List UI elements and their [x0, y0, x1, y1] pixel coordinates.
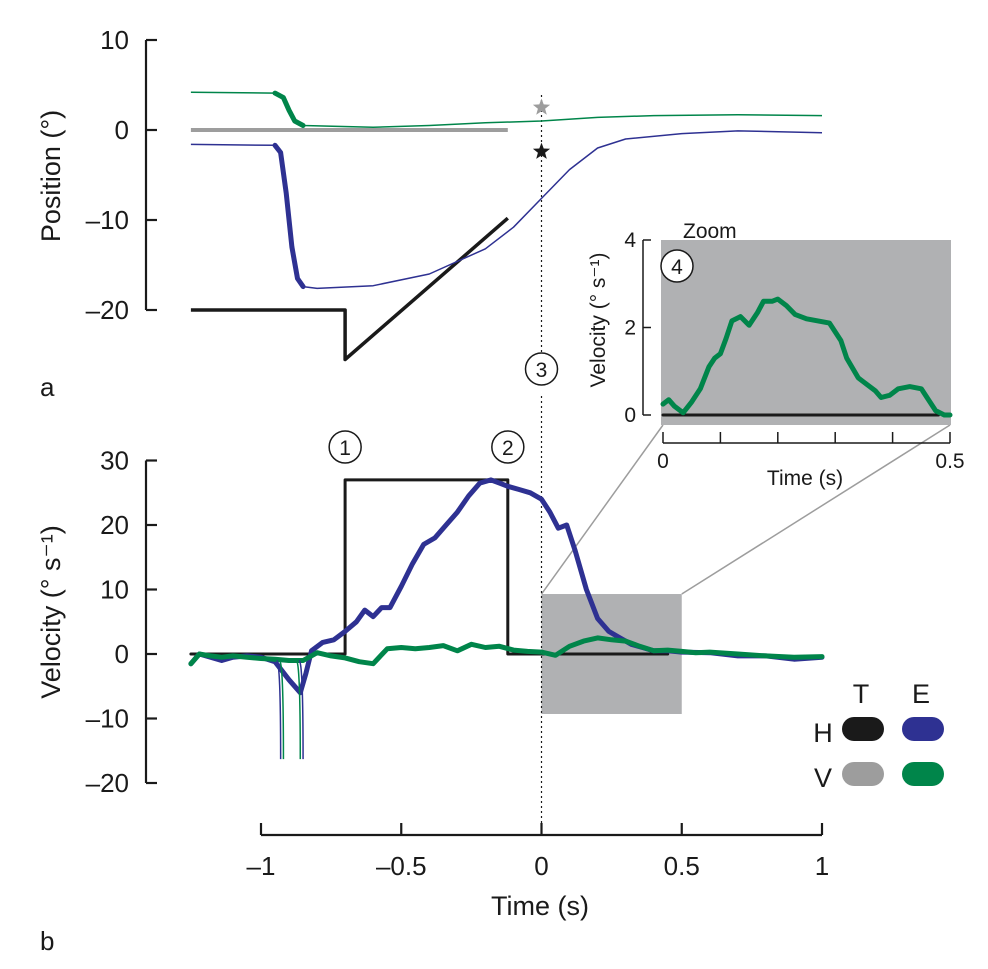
series-layer — [188, 90, 953, 760]
panel-b-xtick-label: –1 — [247, 851, 276, 881]
panel-b-xtick-label: –0.5 — [376, 851, 427, 881]
panel-b-ylabel: Velocity (° s⁻¹) — [36, 525, 66, 699]
panel-b-ytick-label: 10 — [100, 575, 129, 605]
inset-ytick-label: 0 — [624, 404, 636, 427]
inset-xtick-label: 0 — [657, 450, 669, 473]
panel-a-label: a — [40, 372, 55, 402]
annotation-circle-3-label: 3 — [536, 359, 548, 382]
inset-ylabel: Velocity (° s⁻¹) — [587, 252, 610, 387]
panel-a-ytick-label: –10 — [86, 205, 129, 235]
panel-b-xtick-label: 0 — [534, 851, 548, 881]
inset-xtick-label: 0.5 — [935, 450, 964, 473]
inset-background-layer — [661, 240, 951, 425]
inset-ytick-label: 4 — [624, 229, 636, 252]
legend-col-header-e: E — [912, 679, 930, 709]
annotation-circle-1 — [328, 430, 362, 464]
legend-row-header-h: H — [813, 718, 833, 748]
panel-b-ytick-label: 30 — [100, 446, 129, 476]
panel-a-ytick-label: 0 — [115, 115, 129, 145]
star-vertical-icon — [532, 98, 551, 115]
inset-series-eye-vertical-velocity-zoom — [660, 296, 953, 418]
inset-plot-background — [661, 240, 951, 425]
panel-a-series-eye-horizontal-saccade — [272, 142, 306, 290]
legend-swatch-target-horizontal — [842, 717, 884, 741]
annotation-circle-2 — [491, 430, 525, 464]
annotation-circle-4 — [660, 249, 694, 283]
annotation-circle-4-label: 4 — [671, 256, 683, 279]
legend-row-header-v: V — [814, 763, 832, 793]
panel-a-ylabel: Position (°) — [36, 110, 66, 242]
panel-b-series-eye-vertical-velocity — [188, 635, 825, 667]
zoom-region-layer — [540, 424, 951, 714]
panel-b-ytick-label: 0 — [115, 639, 129, 669]
spike-green-2 — [295, 659, 302, 760]
zoom-connector-left — [540, 424, 664, 595]
annotation-circle-2-label: 2 — [502, 437, 514, 460]
panel-a-series-eye-vertical-saccade — [272, 90, 306, 128]
legend-col-header-t: T — [853, 679, 870, 709]
spike-blue-1 — [275, 659, 282, 760]
annotation-circle-1-label: 1 — [339, 437, 351, 460]
star-horizontal-icon — [532, 142, 551, 159]
panel-a-series-target-horizontal — [190, 216, 509, 362]
panel-b-label: b — [40, 926, 54, 956]
panel-b-xtick-label: 1 — [815, 851, 829, 881]
legend-swatch-eye-vertical — [902, 762, 944, 786]
panel-a-ytick-label: 10 — [100, 25, 129, 55]
legend-swatch-target-vertical — [842, 762, 884, 786]
inset-ytick-label: 2 — [624, 317, 636, 340]
spike-blue-2 — [298, 659, 304, 760]
inset-xlabel: Time (s) — [767, 467, 843, 490]
panel-b-ytick-label: –10 — [86, 704, 129, 734]
panel-b-ytick-label: 20 — [100, 510, 129, 540]
inset-title: Zoom — [683, 220, 737, 243]
axes-layer — [144, 38, 951, 837]
spike-green-1 — [278, 659, 285, 760]
zoom-connector-right — [681, 424, 951, 595]
annotation-circle-3 — [524, 352, 559, 386]
panel-b-ytick-label: –20 — [86, 768, 129, 798]
panel-b-xtick-label: 0.5 — [664, 851, 700, 881]
legend: T E H V — [813, 679, 944, 793]
legend-swatch-eye-horizontal — [902, 717, 944, 741]
panel-b-xlabel: Time (s) — [491, 891, 589, 921]
panel-a-ytick-label: –20 — [86, 295, 129, 325]
